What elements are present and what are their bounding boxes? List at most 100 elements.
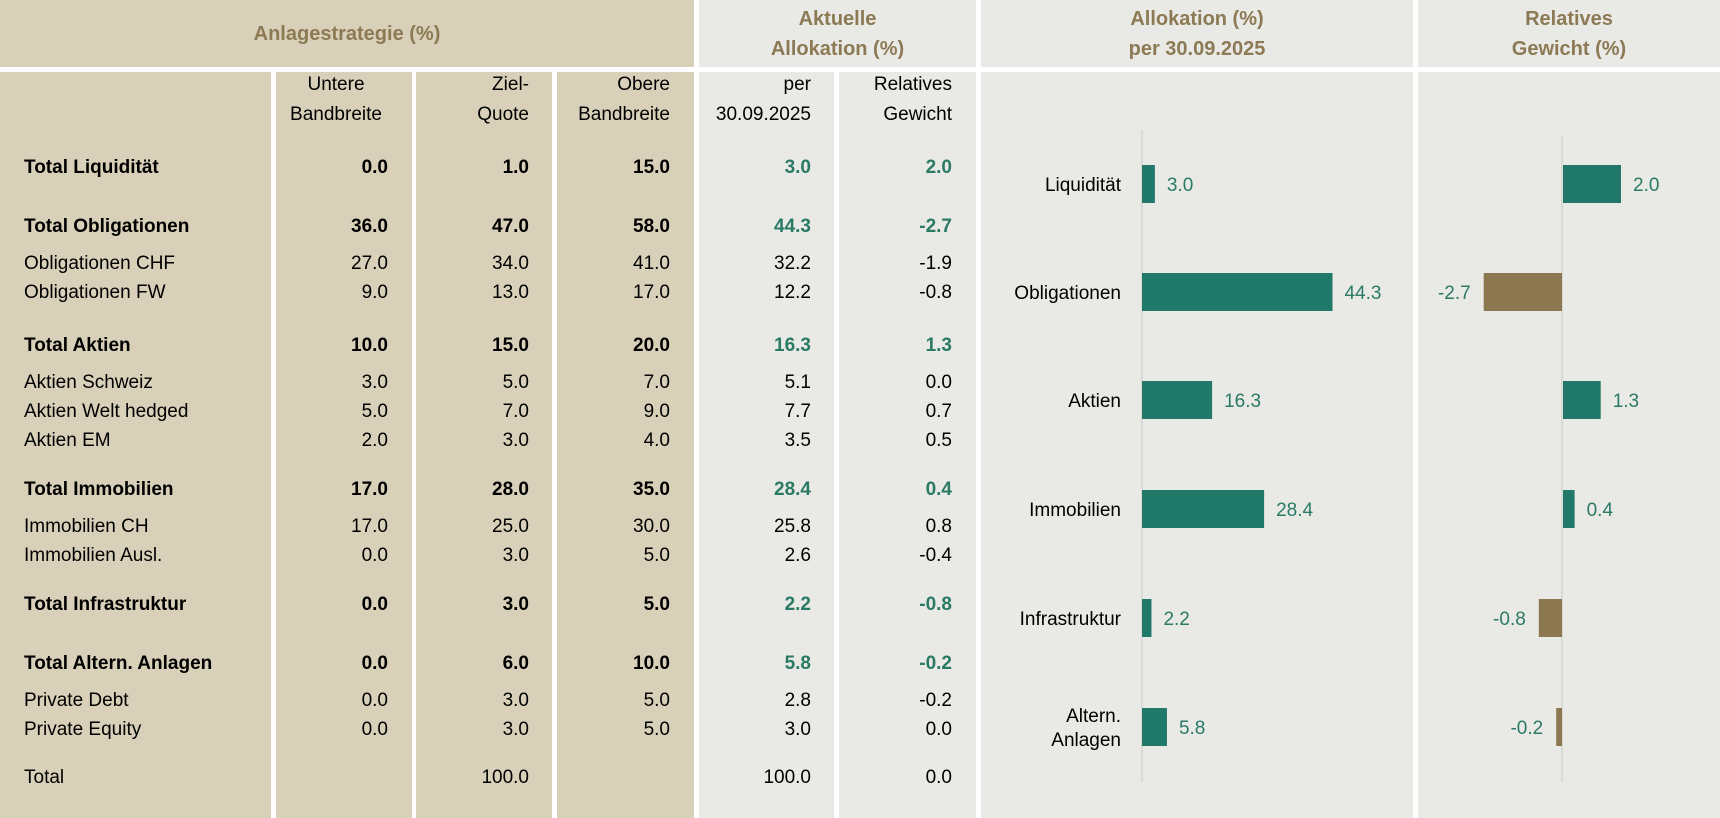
alloc-chart-title-line2: per 30.09.2025 <box>1128 38 1266 60</box>
row-current-value: 2.8 <box>784 690 811 711</box>
category-label-5-line1: Altern. <box>1066 706 1121 727</box>
category-label-2: Aktien <box>1068 391 1121 412</box>
row-target-value: 25.0 <box>492 516 529 537</box>
row-lower-value: 0.0 <box>361 157 388 178</box>
bar-0 <box>1142 165 1155 203</box>
row-relative-value: 0.5 <box>925 430 952 451</box>
row-relative-value: 2.0 <box>925 157 952 178</box>
rel-chart-header-bg <box>1418 0 1720 67</box>
row-relative-value: 0.0 <box>925 767 952 788</box>
bar-5 <box>1556 708 1562 746</box>
row-relative-value: -0.8 <box>919 282 952 303</box>
data-label-4: -0.8 <box>1493 609 1526 630</box>
relative-column-bg <box>839 72 976 818</box>
upper-band-header: Obere Bandbreite <box>557 70 670 130</box>
row-upper-value: 20.0 <box>633 335 670 356</box>
category-label-3: Immobilien <box>1029 500 1121 521</box>
row-label: Aktien Welt hedged <box>24 401 189 422</box>
row-current-value: 25.8 <box>774 516 811 537</box>
row-lower-value: 0.0 <box>361 690 388 711</box>
row-target-value: 5.0 <box>502 372 529 393</box>
row-upper-value: 41.0 <box>633 253 670 274</box>
row-target-value: 3.0 <box>502 594 529 615</box>
row-target-value: 6.0 <box>502 653 529 674</box>
row-label: Total Obligationen <box>24 216 190 237</box>
row-lower-value: 17.0 <box>351 516 388 537</box>
row-current-value: 32.2 <box>774 253 811 274</box>
row-current-value: 3.5 <box>784 430 811 451</box>
row-lower-value: 36.0 <box>351 216 388 237</box>
current-alloc-title-line1: Aktuelle <box>798 8 877 30</box>
row-upper-value: 30.0 <box>633 516 670 537</box>
row-lower-value: 2.0 <box>361 430 388 451</box>
row-upper-value: 4.0 <box>643 430 670 451</box>
row-target-value: 15.0 <box>492 335 529 356</box>
target-header-line1: Ziel- <box>492 74 529 95</box>
data-label-0: 3.0 <box>1167 175 1193 196</box>
bar-5 <box>1142 708 1167 746</box>
strategy-header-bg <box>0 0 694 67</box>
data-label-3: 28.4 <box>1276 500 1313 521</box>
row-current-value: 100.0 <box>763 767 811 788</box>
alloc-chart-bg <box>981 72 1413 818</box>
category-label-0: Liquidität <box>1045 175 1122 196</box>
current-date-header-line2: 30.09.2025 <box>715 104 811 125</box>
row-upper-value: 35.0 <box>633 479 670 500</box>
row-label: Total Altern. Anlagen <box>24 653 213 674</box>
category-label-1: Obligationen <box>1014 283 1121 304</box>
row-label: Total Aktien <box>24 335 131 356</box>
strategy-title: Anlagestrategie (%) <box>253 23 441 45</box>
row-label: Obligationen CHF <box>24 253 176 274</box>
row-label: Obligationen FW <box>24 282 166 303</box>
row-target-value: 3.0 <box>502 690 529 711</box>
relative-weight-header-line1: Relatives <box>873 74 952 95</box>
row-upper-value: 17.0 <box>633 282 670 303</box>
row-relative-value: 0.0 <box>925 719 952 740</box>
upper-band-header-line1: Obere <box>617 74 670 95</box>
label-column-bg <box>0 72 271 818</box>
row-lower-value: 5.0 <box>361 401 388 422</box>
row-relative-value: -0.2 <box>919 690 952 711</box>
current-column-bg <box>699 72 834 818</box>
row-lower-value: 0.0 <box>361 719 388 740</box>
bar-4 <box>1142 599 1152 637</box>
row-upper-value: 58.0 <box>633 216 670 237</box>
data-label-4: 2.2 <box>1163 609 1189 630</box>
data-label-1: 44.3 <box>1344 283 1381 304</box>
row-label: Total Liquidität <box>24 157 159 178</box>
row-current-value: 5.1 <box>784 372 811 393</box>
row-upper-value: 5.0 <box>643 594 670 615</box>
row-target-value: 3.0 <box>502 545 529 566</box>
row-upper-value: 9.0 <box>643 401 670 422</box>
row-lower-value: 0.0 <box>361 594 388 615</box>
row-label: Immobilien Ausl. <box>24 545 163 566</box>
current-alloc-title-line2: Allokation (%) <box>770 38 905 60</box>
row-target-value: 3.0 <box>502 430 529 451</box>
row-lower-value: 10.0 <box>351 335 388 356</box>
row-current-value: 7.7 <box>784 401 811 422</box>
current-header-bg <box>699 0 976 67</box>
row-lower-value: 17.0 <box>351 479 388 500</box>
row-relative-value: -0.4 <box>919 545 952 566</box>
row-relative-value: -1.9 <box>919 253 952 274</box>
row-relative-value: -2.7 <box>919 216 952 237</box>
data-label-5: 5.8 <box>1179 718 1205 739</box>
data-label-0: 2.0 <box>1633 175 1659 196</box>
bar-1 <box>1483 273 1562 311</box>
relative-weight-header-line2: Gewicht <box>883 104 952 125</box>
upper-column-bg <box>557 72 694 818</box>
row-relative-value: 0.7 <box>925 401 952 422</box>
bar-3 <box>1142 490 1265 528</box>
row-relative-value: 0.0 <box>925 372 952 393</box>
row-lower-value: 3.0 <box>361 372 388 393</box>
row-upper-value: 5.0 <box>643 690 670 711</box>
row-target-value: 34.0 <box>492 253 529 274</box>
bar-1 <box>1142 273 1333 311</box>
row-label: Aktien EM <box>24 430 111 451</box>
row-target-value: 13.0 <box>492 282 529 303</box>
data-label-5: -0.2 <box>1510 718 1543 739</box>
row-relative-value: 0.8 <box>925 516 952 537</box>
row-label: Total <box>24 767 65 788</box>
target-header-line2: Quote <box>477 104 529 125</box>
target-header: Ziel- Quote <box>416 70 529 130</box>
